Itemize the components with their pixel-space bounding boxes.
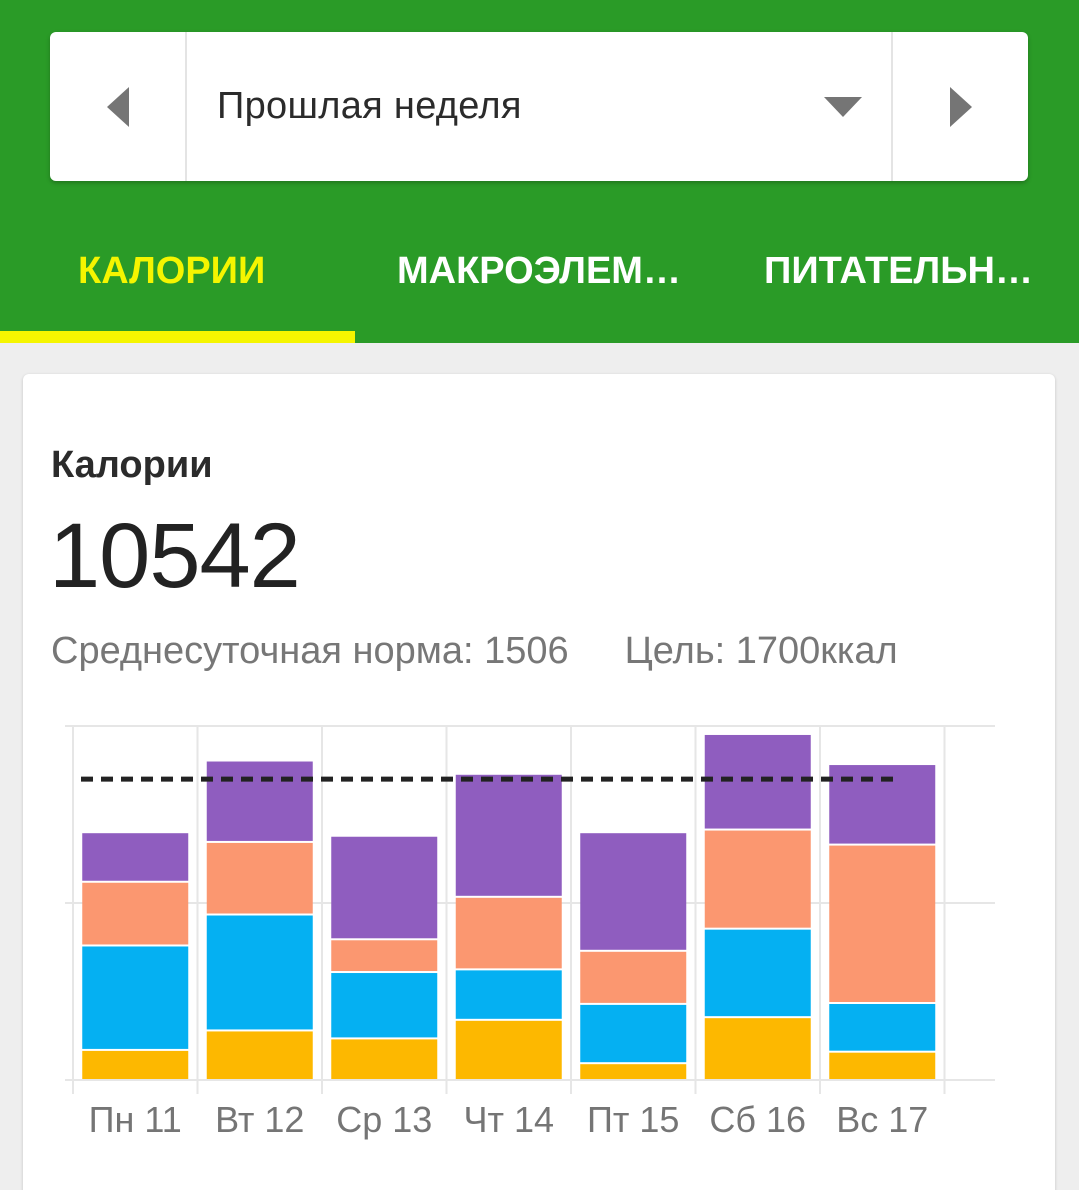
bar-segment: [580, 833, 687, 950]
bar-segment: [704, 830, 811, 928]
triangle-right-icon: [949, 86, 972, 127]
bar-segment: [455, 1020, 562, 1079]
bar-segment: [704, 734, 811, 829]
calories-total: 10542: [49, 505, 301, 607]
bar-segment: [580, 1004, 687, 1063]
triangle-down-icon: [824, 96, 862, 117]
bar-segment: [455, 970, 562, 1019]
previous-period-button[interactable]: [50, 32, 185, 181]
period-label: Прошлая неделя: [217, 85, 522, 127]
bar-segment: [580, 1064, 687, 1079]
tab-macronutrients[interactable]: МАКРОЭЛЕМ…: [397, 250, 681, 292]
x-tick-label: Сб 16: [709, 1099, 806, 1140]
triangle-left-icon: [106, 86, 129, 127]
bar-segment: [206, 842, 313, 914]
calories-chart: Пн 11 Вт 12 Ср 13 Чт 14 Пт 15 Сб 16 Вс 17: [65, 725, 995, 1140]
divider: [891, 32, 893, 181]
bar-segment: [82, 882, 189, 945]
next-period-button[interactable]: [893, 32, 1028, 181]
bar-segment: [331, 973, 438, 1038]
calorie-goal: Цель: 1700ккал: [624, 630, 898, 672]
x-tick-label: Вт 12: [215, 1099, 304, 1140]
x-tick-label: Пн 11: [89, 1099, 182, 1140]
x-tick-label: Чт 14: [463, 1099, 554, 1140]
bar-segment: [206, 915, 313, 1030]
bar-segment: [331, 836, 438, 939]
divider: [185, 32, 187, 181]
tab-nutrients[interactable]: ПИТАТЕЛЬН…: [764, 250, 1033, 292]
period-dropdown[interactable]: Прошлая неделя: [187, 32, 891, 181]
tab-bar: КАЛОРИИ МАКРОЭЛЕМ… ПИТАТЕЛЬН…: [0, 230, 1079, 343]
active-tab-indicator: [0, 331, 355, 343]
bar-segment: [829, 845, 936, 1003]
bar-segment: [829, 1052, 936, 1079]
bar-segment: [704, 1018, 811, 1079]
bar-segment: [82, 1050, 189, 1079]
bar-segment: [206, 761, 313, 841]
card-title: Калории: [51, 444, 213, 486]
daily-average: Среднесуточная норма: 1506: [51, 630, 569, 672]
stats-row: Среднесуточная норма: 1506 Цель: 1700ккал: [51, 630, 898, 673]
tab-calories[interactable]: КАЛОРИИ: [78, 250, 266, 292]
bar-segment: [829, 1004, 936, 1051]
bar-segment: [580, 951, 687, 1003]
period-selector: Прошлая неделя: [50, 32, 1028, 181]
bar-segment: [455, 774, 562, 896]
calories-card: Калории 10542 Среднесуточная норма: 1506…: [23, 374, 1055, 1190]
bar-segment: [455, 897, 562, 969]
bar-segment: [704, 929, 811, 1017]
x-tick-label: Ср 13: [336, 1099, 432, 1140]
x-tick-label: Вс 17: [836, 1099, 928, 1140]
bar-segment: [331, 1039, 438, 1079]
bar-segment: [82, 946, 189, 1049]
x-tick-label: Пт 15: [587, 1099, 679, 1140]
bar-segment: [331, 940, 438, 972]
bar-segment: [206, 1031, 313, 1079]
bar-segment: [82, 833, 189, 881]
